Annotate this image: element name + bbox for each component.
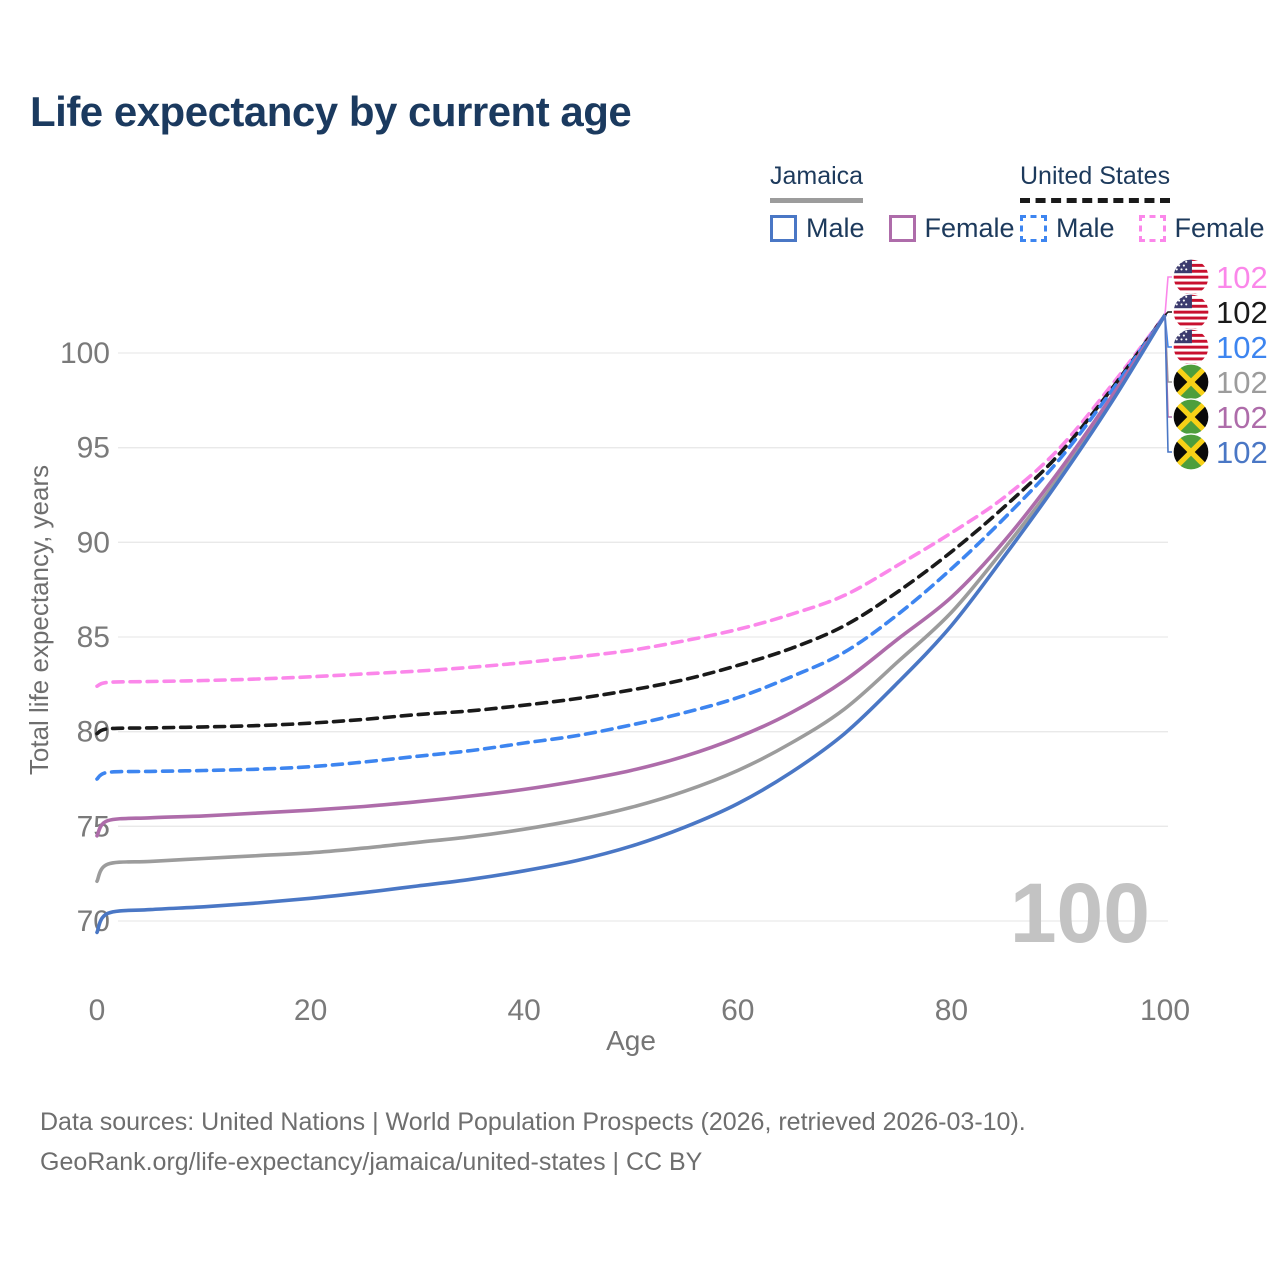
jamaica-flag-icon: [1170, 361, 1212, 403]
end-value-label-jamaica-total: 102: [1216, 365, 1268, 400]
x-tick-label-100: 100: [1140, 994, 1190, 1027]
endpoint-leader-lines: [1164, 276, 1172, 453]
x-tick-label-80: 80: [935, 994, 968, 1027]
x-tick-label-40: 40: [508, 994, 541, 1027]
legend-item-jamaica-female[interactable]: Female: [888, 213, 1015, 244]
us-flag-icon: [1172, 258, 1210, 296]
series-line-jamaica-male: [95, 313, 1167, 935]
legend-items-jamaica: Male Female: [770, 213, 1015, 244]
y-axis-title: Total life expectancy, years: [24, 465, 54, 775]
legend-item-label: Male: [806, 213, 865, 243]
y-tick-label-85: 85: [77, 621, 110, 654]
end-value-label-jamaica-male: 102: [1216, 435, 1268, 470]
page-title: Life expectancy by current age: [30, 88, 632, 135]
end-value-label-us-male: 102: [1216, 330, 1268, 365]
y-tick-label-75: 75: [77, 810, 110, 843]
us-flag-icon: [1172, 293, 1210, 331]
footer-attribution: GeoRank.org/life-expectancy/jamaica/unit…: [40, 1148, 703, 1176]
legend-items-united-states: Male Female: [1020, 213, 1265, 244]
legend-item-jamaica-male[interactable]: Male: [770, 213, 865, 244]
leader-line-us-total: [1164, 311, 1172, 316]
current-age-watermark: 100: [1010, 866, 1150, 960]
y-tick-label-70: 70: [77, 905, 110, 938]
us-flag-icon: [1172, 328, 1210, 366]
legend-item-label: Female: [1174, 213, 1265, 243]
end-value-label-us-total: 102: [1216, 295, 1268, 330]
y-tick-label-90: 90: [77, 526, 110, 559]
legend-group-united-states: United States Male Female: [1020, 162, 1265, 244]
x-tick-label-60: 60: [721, 994, 754, 1027]
jamaica-male-swatch-icon: [770, 215, 797, 242]
footer-data-sources: Data sources: United Nations | World Pop…: [40, 1108, 1026, 1136]
series-lines: [95, 313, 1167, 935]
y-tick-label-100: 100: [60, 337, 110, 370]
y-tick-label-95: 95: [77, 432, 110, 465]
legend-country-name: Jamaica: [770, 162, 864, 203]
jamaica-female-swatch-icon: [888, 215, 916, 242]
legend-group-jamaica: Jamaica Male Female: [770, 162, 1015, 244]
series-line-jamaica-total: [95, 313, 1167, 883]
series-line-us-female: [95, 313, 1167, 688]
gridlines: [118, 352, 1168, 922]
legend-item-us-male[interactable]: Male: [1020, 213, 1115, 244]
jamaica-flag-icon: [1170, 431, 1212, 473]
end-value-label-jamaica-female: 102: [1216, 400, 1268, 435]
x-axis-tick-labels: 0 20 40 60 80 100: [89, 994, 1190, 1027]
leader-line-jamaica-male: [1164, 315, 1172, 453]
jamaica-flag-icon: [1170, 396, 1212, 438]
legend-item-label: Female: [924, 213, 1015, 243]
x-axis-title: Age: [606, 1025, 656, 1056]
series-line-us-total: [95, 313, 1167, 736]
series-line-us-male: [95, 313, 1167, 781]
legend-item-label: Male: [1056, 213, 1115, 243]
us-female-swatch-icon: [1138, 215, 1166, 242]
us-male-swatch-icon: [1020, 215, 1047, 242]
y-axis-tick-labels: 70 75 80 85 90 95 100: [60, 337, 110, 938]
end-value-label-us-female: 102: [1216, 260, 1268, 295]
x-tick-label-20: 20: [294, 994, 327, 1027]
series-line-jamaica-female: [95, 313, 1167, 838]
y-tick-label-80: 80: [77, 716, 110, 749]
leader-line-us-female: [1164, 276, 1172, 316]
x-tick-label-0: 0: [89, 994, 106, 1027]
legend-country-name: United States: [1020, 162, 1171, 203]
legend-item-us-female[interactable]: Female: [1138, 213, 1265, 244]
